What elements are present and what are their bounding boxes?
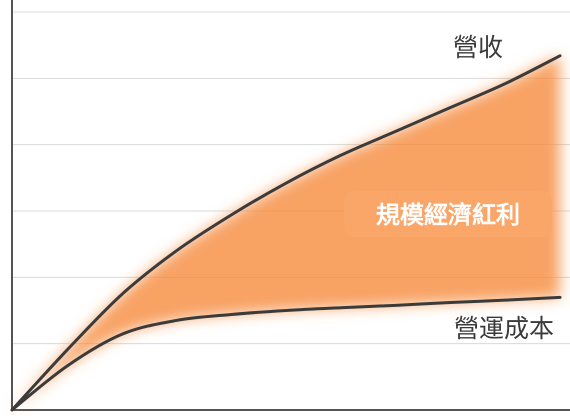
profit-callout: 規模經濟紅利 (344, 191, 552, 237)
profit-area-fill (12, 55, 560, 410)
callout-label: 規模經濟紅利 (376, 201, 520, 229)
operating-cost-line (10, 295, 562, 412)
profit-area (12, 55, 560, 410)
callout-box (344, 191, 552, 237)
series-lines (10, 54, 562, 412)
operating-cost-label: 營運成本 (454, 314, 554, 343)
revenue-label: 營收 (453, 33, 503, 62)
revenue-line (10, 54, 562, 412)
axes (11, 0, 570, 411)
